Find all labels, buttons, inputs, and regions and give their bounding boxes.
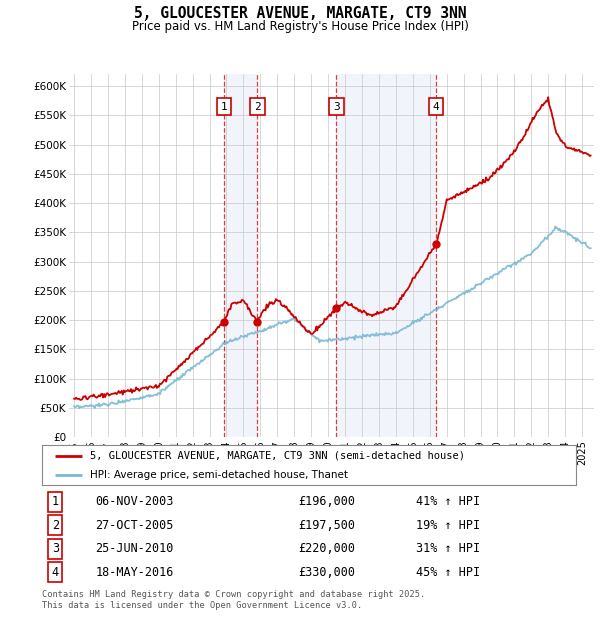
Text: 41% ↑ HPI: 41% ↑ HPI bbox=[416, 495, 480, 508]
Text: 1: 1 bbox=[52, 495, 59, 508]
Text: HPI: Average price, semi-detached house, Thanet: HPI: Average price, semi-detached house,… bbox=[90, 470, 348, 480]
Text: 45% ↑ HPI: 45% ↑ HPI bbox=[416, 565, 480, 578]
Text: 5, GLOUCESTER AVENUE, MARGATE, CT9 3NN (semi-detached house): 5, GLOUCESTER AVENUE, MARGATE, CT9 3NN (… bbox=[90, 451, 465, 461]
Text: 3: 3 bbox=[52, 542, 59, 555]
Text: 27-OCT-2005: 27-OCT-2005 bbox=[95, 519, 174, 532]
Text: 4: 4 bbox=[433, 102, 440, 112]
Text: 3: 3 bbox=[333, 102, 340, 112]
Text: 2: 2 bbox=[254, 102, 260, 112]
Text: £330,000: £330,000 bbox=[298, 565, 355, 578]
Text: Contains HM Land Registry data © Crown copyright and database right 2025.
This d: Contains HM Land Registry data © Crown c… bbox=[42, 590, 425, 609]
Text: 31% ↑ HPI: 31% ↑ HPI bbox=[416, 542, 480, 555]
Text: £197,500: £197,500 bbox=[298, 519, 355, 532]
Text: 2: 2 bbox=[52, 519, 59, 532]
Text: Price paid vs. HM Land Registry's House Price Index (HPI): Price paid vs. HM Land Registry's House … bbox=[131, 20, 469, 33]
Text: 1: 1 bbox=[221, 102, 227, 112]
Text: £220,000: £220,000 bbox=[298, 542, 355, 555]
Text: 4: 4 bbox=[52, 565, 59, 578]
Text: 06-NOV-2003: 06-NOV-2003 bbox=[95, 495, 174, 508]
Text: 19% ↑ HPI: 19% ↑ HPI bbox=[416, 519, 480, 532]
Text: 25-JUN-2010: 25-JUN-2010 bbox=[95, 542, 174, 555]
Text: £196,000: £196,000 bbox=[298, 495, 355, 508]
Text: 18-MAY-2016: 18-MAY-2016 bbox=[95, 565, 174, 578]
Text: 5, GLOUCESTER AVENUE, MARGATE, CT9 3NN: 5, GLOUCESTER AVENUE, MARGATE, CT9 3NN bbox=[134, 6, 466, 21]
Bar bbox=[336, 74, 436, 437]
Bar bbox=[224, 74, 257, 437]
